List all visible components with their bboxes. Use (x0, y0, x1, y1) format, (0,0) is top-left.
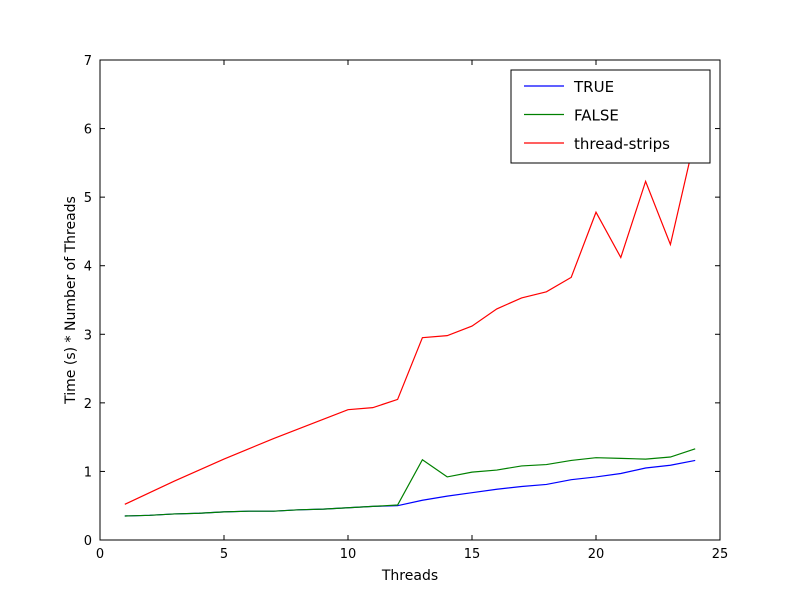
x-axis-label: Threads (381, 568, 438, 584)
legend: TRUE FALSE thread-strips (510, 69, 711, 164)
x-tick-label: 25 (712, 547, 729, 562)
y-tick-label: 1 (84, 465, 92, 480)
axes: 0 5 10 15 20 25 0 1 2 3 4 5 6 7 Threads Time (s) * Numb… (63, 54, 728, 584)
x-tick-label: 20 (588, 547, 605, 562)
y-axis-label: Time (s) * Number of Threads (63, 196, 79, 405)
series-line-false (124, 448, 696, 517)
y-tick-label: 2 (84, 397, 92, 412)
y-tick-label: 7 (84, 54, 92, 69)
x-tick-label: 5 (220, 547, 228, 562)
y-tick-label: 5 (84, 191, 92, 206)
legend-entry: thread-strips (574, 135, 670, 153)
x-tick-label: 15 (464, 547, 481, 562)
series-line-thread-strips (124, 136, 696, 505)
legend-entry: FALSE (574, 107, 619, 125)
y-tick-label: 3 (84, 328, 92, 343)
x-tick-label: 10 (340, 547, 357, 562)
x-tick-label: 0 (96, 547, 104, 562)
y-tick-label: 0 (84, 534, 92, 549)
y-tick-label: 4 (84, 260, 92, 275)
legend-entry: TRUE (573, 78, 614, 96)
y-tick-label: 6 (84, 123, 92, 138)
plot-frame (99, 59, 721, 541)
